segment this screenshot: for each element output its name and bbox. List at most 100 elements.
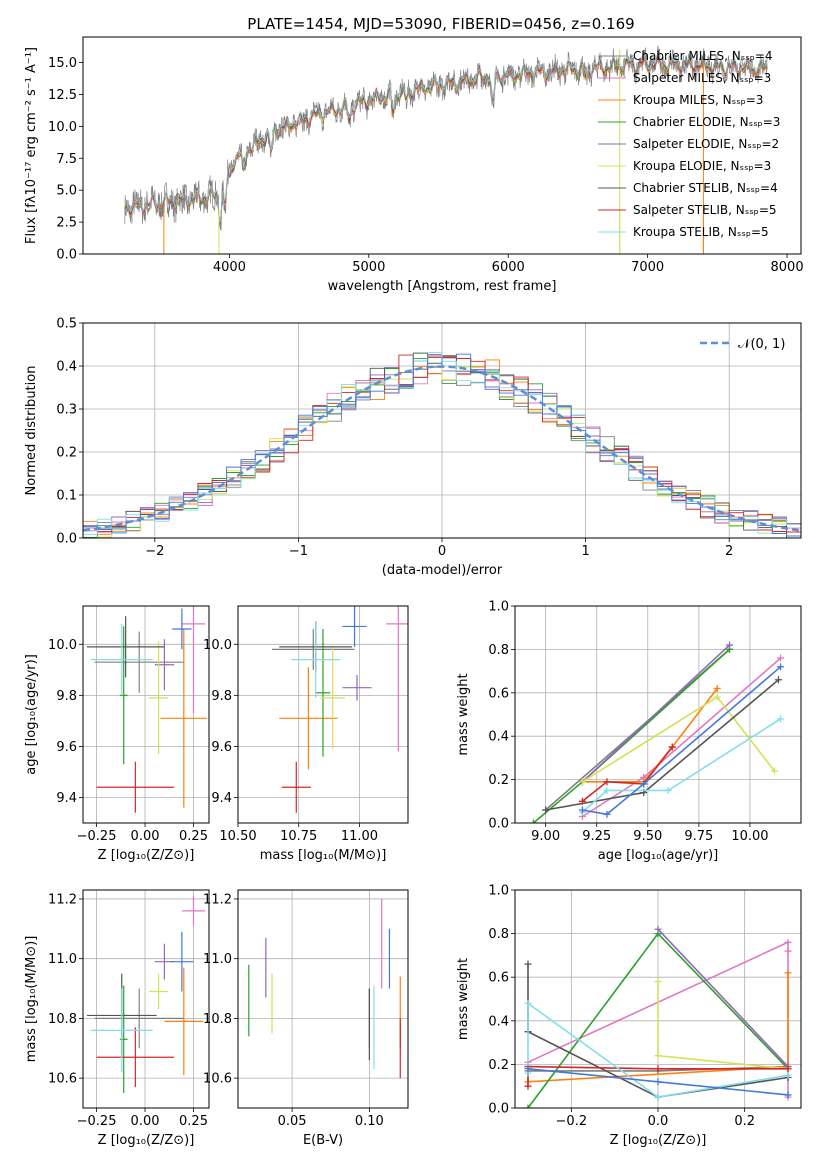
spectrum-model-line-8 <box>124 53 768 223</box>
plot-area <box>83 351 801 538</box>
weight-marker <box>654 925 662 933</box>
y-tick-label: 0.0 <box>488 817 509 832</box>
y-tick-label: 11.2 <box>203 892 232 907</box>
y-tick-label: 15.0 <box>48 56 77 71</box>
legend-entry: Salpeter ELODIE, Nₛₛₚ=2 <box>633 137 779 151</box>
y-tick-label: 9.6 <box>56 740 77 755</box>
axes-frame <box>514 605 802 824</box>
y-tick-label: 10.8 <box>48 1012 77 1027</box>
weight-marker <box>784 969 792 977</box>
histogram-step-9 <box>83 352 801 537</box>
x-tick-label: 10.75 <box>280 829 317 844</box>
weight-marker <box>713 684 721 692</box>
panel-4: 9.00 9.25 9.50 9.75 10.00 0.0 0.2 0.4 0.6 0.8 1.0 a… <box>456 600 802 863</box>
weight-marker <box>542 806 550 814</box>
y-tick-label: 9.8 <box>56 689 77 704</box>
x-axis-label: Z [log₁₀(Z/Z⊙)] <box>98 848 195 863</box>
x-tick-label: 0.05 <box>278 1114 307 1129</box>
x-tick-label: −0.25 <box>77 829 117 844</box>
weight-marker <box>578 806 586 814</box>
weight-line-8 <box>581 718 782 813</box>
y-axis-label: age [log₁₀(age/yr)] <box>24 654 39 775</box>
weight-marker <box>654 978 662 986</box>
spectrum-model-line-7 <box>124 52 768 223</box>
legend-entry: Chabrier MILES, Nₛₛₚ=4 <box>633 49 773 63</box>
y-tick-label: 11.2 <box>48 892 77 907</box>
x-tick-label: 7000 <box>631 260 664 275</box>
y-tick-label: 2.5 <box>56 216 77 231</box>
y-tick-label: 0.0 <box>56 248 77 263</box>
x-tick-label: 1 <box>581 544 589 559</box>
figure-title: PLATE=1454, MJD=53090, FIBERID=0456, z=0… <box>247 15 634 33</box>
panel-5: −0.25 0.00 0.25 10.6 10.8 11.0 11.2 Z [log₁₀(Z/… <box>24 889 210 1148</box>
weight-marker <box>524 999 532 1007</box>
axes-frame <box>82 322 802 539</box>
x-axis-label: Z [log₁₀(Z/Z⊙)] <box>610 1133 707 1148</box>
x-tick-label: 10.00 <box>731 829 768 844</box>
axes-frame <box>82 605 210 824</box>
weight-marker <box>784 1065 792 1073</box>
x-axis-label: mass [log₁₀(M/M⊙)] <box>260 848 387 863</box>
weight-marker <box>654 1052 662 1060</box>
weight-line-5 <box>657 981 789 1070</box>
x-axis-label: age [log₁₀(age/yr)] <box>598 848 719 863</box>
x-tick-label: 0.25 <box>179 1114 208 1129</box>
y-axis-label: Flux [fλ10⁻¹⁷ erg cm⁻² s⁻¹ A⁻¹] <box>24 47 39 244</box>
y-axis-label: mass weight <box>456 673 471 755</box>
x-tick-label: 8000 <box>771 260 804 275</box>
plot-area <box>272 606 408 813</box>
panel-2: −0.25 0.00 0.25 9.4 9.6 9.8 10.0 Z [log₁₀(Z/Z⊙)… <box>24 605 210 863</box>
y-tick-label: 1.0 <box>488 600 509 615</box>
panel-7: −0.2 0.0 0.2 0.0 0.2 0.4 0.6 0.8 1.0 Z [log₁₀(Z/Z… <box>456 884 802 1148</box>
weight-marker <box>603 810 611 818</box>
y-tick-label: 10.8 <box>203 1012 232 1027</box>
normal-curve <box>83 365 801 532</box>
y-tick-label: 12.5 <box>48 88 77 103</box>
axes-frame <box>82 889 210 1109</box>
plot-area <box>529 641 785 823</box>
weight-line-4 <box>581 644 731 783</box>
weight-marker <box>668 743 676 751</box>
y-tick-label: 5.0 <box>56 184 77 199</box>
x-tick-label: 0.25 <box>179 829 208 844</box>
histogram-step-5 <box>83 352 801 538</box>
weight-marker <box>664 786 672 794</box>
weight-line-9 <box>582 666 782 816</box>
axes-frame <box>237 605 409 824</box>
plot-area <box>248 898 401 1079</box>
weight-marker <box>726 641 733 649</box>
weight-marker <box>784 1091 792 1099</box>
weight-marker <box>640 780 648 788</box>
weight-line-8 <box>527 1001 789 1098</box>
weight-marker <box>654 1065 662 1073</box>
x-tick-label: −0.25 <box>77 1114 117 1129</box>
x-tick-label: −2 <box>145 544 164 559</box>
legend-entry: Chabrier ELODIE, Nₛₛₚ=3 <box>633 115 780 129</box>
y-tick-label: 10.6 <box>48 1072 77 1087</box>
y-tick-label: 0.5 <box>56 317 77 332</box>
legend-entry: Salpeter STELIB, Nₛₛₚ=5 <box>633 203 777 217</box>
x-tick-label: 4000 <box>213 260 246 275</box>
y-axis-label: mass [log₁₀(M/M⊙)] <box>24 936 39 1063</box>
weight-marker <box>524 960 532 968</box>
panel-0: 4000 5000 6000 7000 8000 0.0 2.5 5.0 7.5 10.0 12.5… <box>24 36 804 294</box>
weight-line-4 <box>657 928 789 1068</box>
weight-line-7 <box>581 746 673 802</box>
y-tick-label: 10.0 <box>48 120 77 135</box>
x-tick-label: 9.75 <box>684 829 713 844</box>
legend-entry: Salpeter MILES, Nₛₛₚ=3 <box>633 71 771 85</box>
x-tick-label: 11.00 <box>341 829 378 844</box>
y-tick-label: 0.0 <box>56 532 77 547</box>
weight-marker <box>578 797 586 805</box>
y-tick-label: 0.0 <box>488 1102 509 1117</box>
legend-entry: Kroupa ELODIE, Nₛₛₚ=3 <box>633 159 771 173</box>
weight-marker <box>770 767 778 775</box>
legend-entry: 𝒩(0, 1) <box>738 337 785 352</box>
x-tick-label: 2 <box>725 544 733 559</box>
y-tick-label: 0.4 <box>488 1014 509 1029</box>
y-tick-label: 0.8 <box>488 643 509 658</box>
weight-line-2 <box>582 688 718 783</box>
y-tick-label: 9.6 <box>211 740 232 755</box>
weight-marker <box>784 947 792 955</box>
weight-marker <box>784 938 792 946</box>
